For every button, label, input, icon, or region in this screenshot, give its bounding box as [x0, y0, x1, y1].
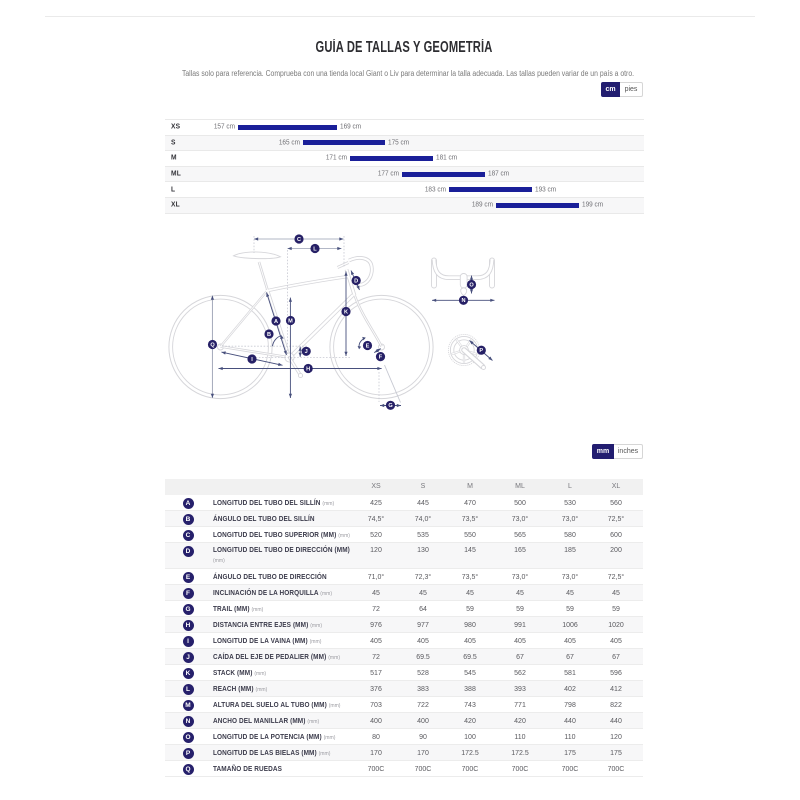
svg-text:B: B: [267, 332, 271, 338]
svg-text:L: L: [313, 246, 317, 252]
svg-text:E: E: [366, 343, 370, 349]
svg-text:A: A: [274, 319, 278, 325]
svg-text:J: J: [305, 349, 308, 355]
svg-text:M: M: [288, 318, 293, 324]
svg-text:N: N: [461, 298, 465, 304]
svg-text:H: H: [306, 366, 310, 372]
svg-text:Q: Q: [210, 342, 215, 348]
svg-text:C: C: [297, 237, 301, 243]
svg-text:F: F: [379, 355, 383, 361]
svg-text:O: O: [469, 282, 474, 288]
svg-text:G: G: [388, 403, 392, 409]
svg-text:P: P: [479, 348, 483, 354]
svg-text:D: D: [354, 278, 358, 284]
svg-text:I: I: [251, 357, 253, 363]
svg-text:K: K: [344, 309, 348, 315]
